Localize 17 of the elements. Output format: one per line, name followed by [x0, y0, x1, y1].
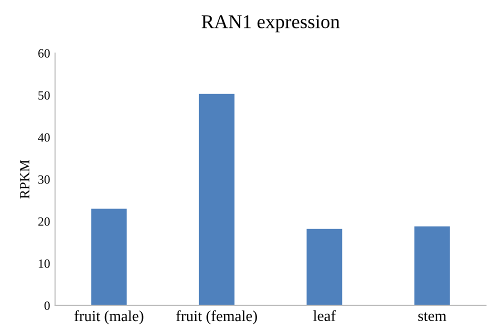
bar — [198, 94, 234, 306]
x-tick-label: stem — [418, 312, 446, 322]
bar — [306, 228, 342, 306]
y-tick-label: 50 — [38, 91, 50, 100]
y-tick-label: 60 — [38, 49, 50, 58]
x-tick-label: leaf — [313, 310, 336, 322]
y-tick-label: 30 — [38, 175, 50, 184]
x-tick-label: fruit (male) — [74, 310, 144, 324]
y-tick-label: 20 — [38, 217, 50, 226]
y-tick-label: 0 — [44, 301, 50, 310]
y-tick-label: 10 — [38, 259, 50, 268]
x-tick-label: fruit (female) — [176, 310, 257, 324]
bar — [414, 226, 450, 306]
y-tick-label: 40 — [38, 133, 50, 142]
bar — [91, 208, 127, 306]
y-axis-title: RPKM — [20, 160, 30, 199]
chart-title: RAN1 expression — [202, 15, 340, 32]
